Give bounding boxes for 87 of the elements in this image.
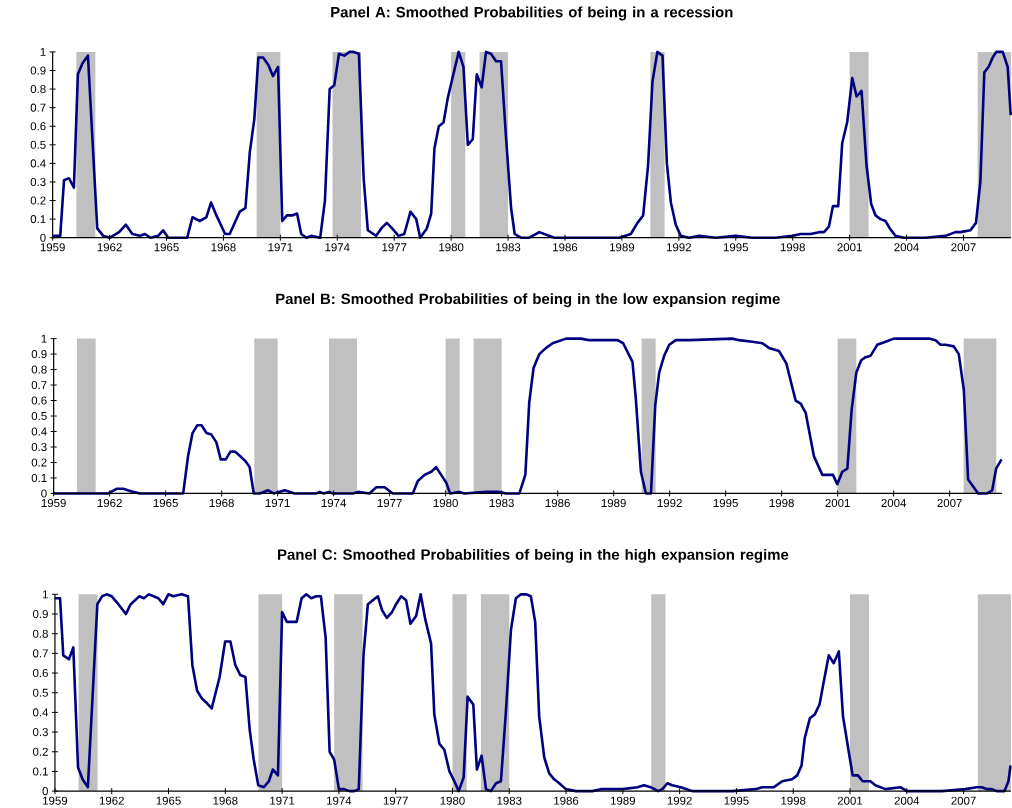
x-tick-label: 1995 [723, 243, 748, 252]
x-tick-label: 1998 [769, 498, 794, 508]
x-tick-label: 1968 [209, 498, 234, 508]
x-tick-label: 1968 [211, 243, 236, 252]
chart-title: Panel C: Smoothed Probabilities of being in the high expansion regime [278, 548, 789, 563]
x-tick-label: 1971 [265, 498, 290, 508]
x-tick-label: 1986 [553, 243, 578, 252]
x-tick-label: 1992 [657, 498, 682, 508]
x-tick-label: 2004 [881, 498, 907, 508]
y-tick-label: 0.2 [32, 747, 48, 756]
chart-title: Panel B: Smoothed Probabilities of being in the low expansion regime [276, 293, 780, 308]
y-tick-label: 0.5 [31, 411, 47, 421]
x-tick-label: 2007 [951, 796, 976, 805]
y-tick-label: 0.7 [30, 103, 46, 112]
y-tick-label: 0.4 [31, 427, 47, 436]
y-tick-label: 0 [42, 787, 48, 796]
y-tick-label: 0.7 [31, 380, 47, 390]
y-tick-label: 0.6 [31, 396, 47, 405]
y-tick-label: 0.8 [31, 365, 47, 374]
y-tick-label: 0.6 [32, 668, 48, 678]
x-tick-label: 1980 [433, 498, 458, 508]
y-tick-label: 0 [41, 489, 47, 498]
y-tick-label: 0.2 [30, 196, 46, 205]
x-tick-label: 2004 [894, 243, 919, 252]
y-tick-label: 0.3 [31, 442, 47, 452]
x-tick-label: 1965 [154, 243, 179, 252]
y-tick-label: 0.1 [30, 215, 46, 224]
x-tick-label: 1983 [497, 796, 522, 805]
x-tick-label: 1995 [724, 796, 749, 805]
y-tick-label: 0.1 [32, 767, 48, 776]
x-tick-label: 2001 [825, 498, 850, 508]
y-tick-label: 0.1 [31, 473, 47, 482]
x-tick-label: 1968 [213, 796, 238, 805]
y-tick-label: 0.7 [32, 649, 48, 658]
x-tick-label: 1971 [268, 243, 293, 252]
x-tick-label: 1977 [377, 498, 402, 508]
x-tick-label: 1965 [156, 796, 181, 805]
x-tick-label: 2001 [837, 796, 863, 805]
x-tick-label: 1992 [667, 796, 692, 805]
x-tick-label: 1971 [270, 796, 295, 805]
x-tick-label: 1995 [713, 498, 738, 508]
x-tick-label: 1959 [41, 498, 66, 508]
x-tick-label: 1998 [781, 796, 806, 805]
y-tick-label: 0.6 [30, 122, 46, 131]
y-tick-label: 0.3 [32, 728, 48, 737]
y-tick-label: 1 [40, 47, 46, 56]
x-tick-label: 1974 [325, 243, 350, 252]
y-tick-label: 0.5 [32, 688, 48, 697]
y-tick-label: 0.2 [31, 458, 47, 467]
x-tick-label: 1974 [321, 498, 347, 508]
x-tick-label: 1959 [43, 796, 68, 805]
x-tick-label: 1983 [489, 498, 514, 508]
x-tick-label: 1989 [610, 243, 635, 252]
x-tick-label: 1986 [545, 498, 570, 508]
x-tick-label: 1992 [666, 243, 691, 252]
x-tick-label: 1962 [99, 796, 124, 805]
y-tick-label: 0.3 [30, 177, 46, 187]
x-tick-label: 1986 [554, 796, 579, 805]
x-tick-label: 2001 [837, 243, 862, 252]
x-tick-label: 1962 [97, 243, 122, 252]
y-tick-label: 0.4 [32, 708, 49, 717]
x-tick-label: 1977 [383, 796, 408, 805]
x-tick-label: 1959 [40, 243, 65, 252]
y-tick-label: 0.8 [30, 85, 46, 94]
x-tick-label: 1965 [153, 498, 178, 508]
y-tick-label: 1 [41, 334, 47, 343]
x-tick-label: 1989 [601, 498, 626, 508]
x-tick-label: 1980 [439, 243, 464, 252]
y-tick-label: 0 [40, 233, 46, 242]
x-tick-label: 1989 [610, 796, 636, 805]
y-tick-label: 0.9 [30, 66, 46, 75]
x-tick-label: 1998 [780, 243, 805, 252]
chart-title: Panel A: Smoothed Probabilities of being in a recession [331, 6, 733, 21]
y-tick-label: 0.9 [31, 350, 47, 359]
x-tick-label: 1974 [327, 796, 352, 805]
y-tick-label: 1 [42, 590, 48, 599]
y-tick-label: 0.8 [32, 629, 48, 638]
x-tick-label: 1980 [440, 796, 465, 805]
y-tick-label: 0.4 [30, 159, 46, 168]
x-tick-label: 2004 [894, 796, 920, 805]
x-tick-label: 1962 [97, 498, 122, 508]
y-tick-label: 0.9 [32, 609, 48, 619]
x-tick-label: 1983 [496, 243, 521, 252]
x-tick-label: 1977 [382, 243, 407, 252]
x-tick-label: 2007 [937, 498, 962, 508]
y-tick-label: 0.5 [30, 140, 46, 149]
x-tick-label: 2007 [951, 243, 976, 252]
